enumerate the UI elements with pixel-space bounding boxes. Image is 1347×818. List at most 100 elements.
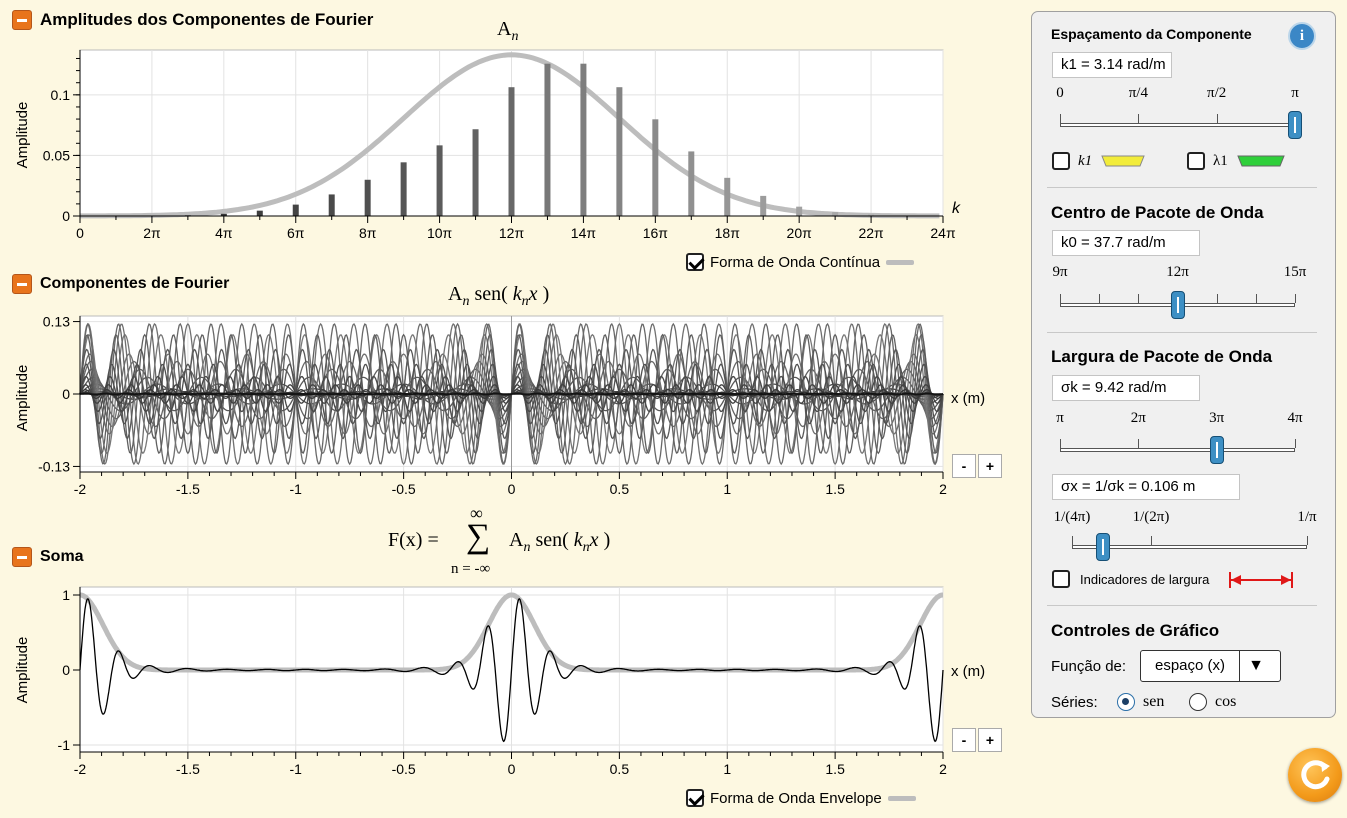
envelope-waveform-checkbox[interactable] xyxy=(686,789,704,807)
graph-controls-title: Controles de Gráfico xyxy=(1051,621,1220,640)
slider-tick-label: 4π xyxy=(1287,410,1303,426)
slider-thumb[interactable] xyxy=(1209,436,1224,464)
components-formula: An sen( knx ) xyxy=(448,283,550,309)
slider-tick xyxy=(1060,439,1061,448)
amplitudes-x-tick-label: 14π xyxy=(571,225,597,241)
sigmax-readout: σx = 1/σk = 0.106 m xyxy=(1052,474,1240,500)
collapse-amplitudes-button[interactable] xyxy=(12,10,32,30)
amplitude-bar xyxy=(472,129,479,216)
amplitude-bar xyxy=(436,145,443,216)
slider-track[interactable] xyxy=(1072,545,1307,549)
sum-header: Soma xyxy=(12,547,84,567)
continuous-waveform-toggle[interactable]: Forma de Onda Contínua xyxy=(686,253,915,271)
components-x-tick-label: -0.5 xyxy=(392,481,416,497)
components-title: Componentes de Fourier xyxy=(40,275,230,292)
slider-tick-label: 3π xyxy=(1209,410,1225,426)
lambda1-indicator-label: λ1 xyxy=(1213,152,1228,169)
slider-tick-label: 0 xyxy=(1056,85,1064,101)
series-cos-radio[interactable] xyxy=(1189,693,1207,711)
sum-y-tick-label: 1 xyxy=(62,587,70,603)
components-x-tick-label: 1 xyxy=(723,481,731,497)
zoom-in-button[interactable]: + xyxy=(978,454,1002,478)
width-indicators-toggle[interactable]: Indicadores de largura xyxy=(1052,570,1209,588)
series-sen-radio[interactable] xyxy=(1117,693,1135,711)
slider-thumb[interactable] xyxy=(1288,111,1302,139)
slider-tick-label: 1/(4π) xyxy=(1053,509,1091,525)
sum-ylabel: Amplitude xyxy=(14,637,31,704)
sum-x-tick-label: 1 xyxy=(723,761,731,777)
width-indicators-label: Indicadores de largura xyxy=(1080,571,1210,587)
amplitudes-xlabel: k xyxy=(952,200,961,217)
formula-sub: n xyxy=(511,29,519,44)
series-cos-label: cos xyxy=(1215,693,1237,710)
amplitude-bar xyxy=(508,87,515,216)
info-icon[interactable]: i xyxy=(1288,22,1316,50)
slider-track[interactable] xyxy=(1060,448,1295,452)
components-x-tick-label: -1 xyxy=(290,481,303,497)
amplitude-bar xyxy=(220,213,227,216)
slider-track[interactable] xyxy=(1060,123,1295,127)
envelope-waveform-toggle[interactable]: Forma de Onda Envelope xyxy=(686,789,916,807)
amplitude-bar xyxy=(400,162,407,216)
collapse-sum-button[interactable] xyxy=(12,547,32,567)
components-zoom: - + xyxy=(952,454,1004,478)
sum-zoom-in-button[interactable]: + xyxy=(978,728,1002,752)
series-cos-option[interactable]: cos xyxy=(1189,693,1236,711)
components-header: Componentes de Fourier xyxy=(12,274,229,294)
k1-indicator-checkbox[interactable] xyxy=(1052,152,1070,170)
series-sen-label: sen xyxy=(1143,693,1165,710)
zoom-out-button[interactable]: - xyxy=(952,454,976,478)
sum-wave-line xyxy=(79,597,944,743)
components-x-tick-label: 0 xyxy=(508,481,516,497)
width-indicators-checkbox[interactable] xyxy=(1052,570,1070,588)
amplitude-bar xyxy=(580,63,587,216)
sum-x-tick-label: 0 xyxy=(508,761,516,777)
function-select[interactable]: espaço (x) ▼ xyxy=(1140,650,1281,682)
sum-xlabel: x (m) xyxy=(951,663,985,680)
center-title: Centro de Pacote de Onda xyxy=(1051,203,1264,222)
components-y-tick-label: -0.13 xyxy=(38,458,70,474)
sum-x-tick-label: -2 xyxy=(74,761,87,777)
reset-button[interactable] xyxy=(1288,748,1342,802)
lambda1-indicator-toggle[interactable]: λ1 xyxy=(1187,152,1286,170)
sum-x-tick-label: 1.5 xyxy=(825,761,845,777)
collapse-components-button[interactable] xyxy=(12,274,32,294)
slider-tick-label: 15π xyxy=(1283,264,1307,280)
amplitudes-x-tick-label: 24π xyxy=(930,225,956,241)
amplitudes-x-tick-label: 0 xyxy=(76,225,84,241)
continuous-waveform-checkbox[interactable] xyxy=(686,253,704,271)
amplitudes-x-tick-label: 4π xyxy=(215,225,233,241)
amplitude-bar xyxy=(544,63,551,216)
lambda1-indicator-checkbox[interactable] xyxy=(1187,152,1205,170)
components-ylabel: Amplitude xyxy=(14,365,31,432)
sum-title: Soma xyxy=(40,548,84,565)
slider-tick xyxy=(1072,536,1073,545)
k1-indicator-toggle[interactable]: k1 xyxy=(1052,152,1146,170)
function-label: Função de: xyxy=(1051,658,1127,675)
slider-thumb[interactable] xyxy=(1170,291,1185,319)
slider-thumb[interactable] xyxy=(1096,533,1111,561)
amplitudes-x-tick-label: 12π xyxy=(499,225,525,241)
sum-index-bottom: n = -∞ xyxy=(451,561,491,577)
slider-tick-label: 1/(2π) xyxy=(1132,509,1170,525)
amplitudes-x-tick-label: 8π xyxy=(359,225,377,241)
amplitudes-y-tick-label: 0.05 xyxy=(43,147,70,163)
separator xyxy=(1047,605,1317,606)
slider-tick xyxy=(1307,536,1308,545)
sum-x-tick-label: -1.5 xyxy=(176,761,200,777)
slider-tick xyxy=(1138,114,1140,123)
slider-tick xyxy=(1138,294,1140,303)
sum-zoom-out-button[interactable]: - xyxy=(952,728,976,752)
sum-formula-lhs: F(x) = xyxy=(388,529,439,551)
slider-tick-label: 12π xyxy=(1166,264,1189,280)
control-panel: Espaçamento da Componente i k1 = 3.14 ra… xyxy=(1031,11,1336,718)
amplitudes-x-tick-label: 16π xyxy=(643,225,669,241)
amplitudes-ylabel: Amplitude xyxy=(14,102,31,169)
series-sen-option[interactable]: sen xyxy=(1117,693,1164,711)
k1-bracket-icon xyxy=(1101,155,1145,167)
slider-tick xyxy=(1216,114,1218,123)
sum-x-tick-label: 2 xyxy=(939,761,947,777)
width-title: Largura de Pacote de Onda xyxy=(1051,347,1273,366)
sum-x-tick-label: -0.5 xyxy=(392,761,416,777)
amplitude-bar xyxy=(256,210,263,216)
